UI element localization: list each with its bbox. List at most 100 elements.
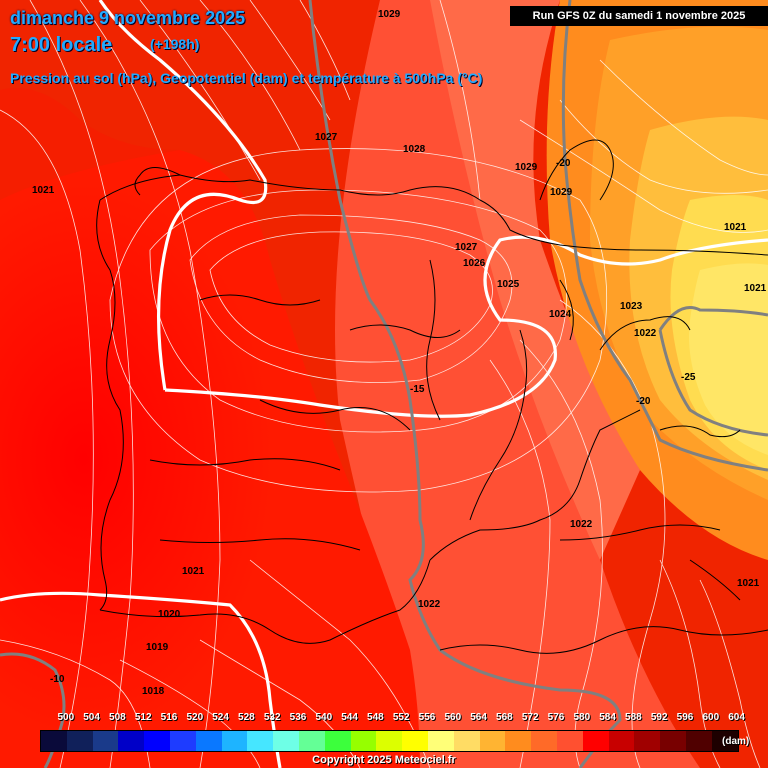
pressure-label: 1021 [182, 566, 205, 577]
legend-swatch [402, 731, 428, 751]
pressure-label: 1026 [463, 258, 486, 269]
legend-swatch [453, 731, 480, 751]
legend-swatch [479, 731, 506, 751]
pressure-label: 1029 [515, 162, 538, 173]
legend-tick-label: 540 [315, 712, 333, 723]
legend-tick-label: 528 [238, 712, 255, 723]
legend-tick-label: 508 [109, 712, 126, 723]
pressure-label: 1021 [737, 578, 760, 589]
map-time: 7:00 locale [10, 34, 113, 56]
copyright: Copyright 2025 Meteociel.fr [312, 754, 456, 766]
geopotential-band-576 [335, 0, 700, 768]
legend-unit: (dam) [722, 736, 750, 747]
legend-tick-label: 552 [392, 712, 410, 723]
legend-tick-label: 596 [676, 712, 694, 723]
legend-swatch [376, 731, 403, 751]
legend-tick-label: 572 [521, 712, 539, 723]
legend-swatch [556, 731, 583, 751]
legend-swatch [298, 731, 325, 751]
geopotential-band-584 [0, 150, 420, 768]
legend-swatch [685, 731, 712, 751]
legend-tick-label: 560 [444, 712, 462, 723]
pressure-label: 1019 [146, 642, 169, 653]
legend-tick-label: 580 [573, 712, 591, 723]
legend-tick-label: 556 [418, 712, 436, 723]
pressure-label: 1018 [142, 686, 165, 697]
temperature-label: -15 [410, 384, 425, 395]
color-legend: 500 504 508 512 516 520 524 528 532 536 540 544 548 5… [0, 712, 768, 768]
forecast-lead: (+198h) [150, 36, 200, 52]
legend-tick-label: 604 [728, 712, 745, 723]
legend-swatch [350, 731, 377, 751]
pressure-labels: 1029 1027 1028 1029 1029 1021 1021 1021 … [32, 9, 767, 697]
legend-tick-label: 548 [367, 712, 384, 723]
legend-tick-label: 584 [599, 712, 616, 723]
legend-swatch [427, 731, 454, 751]
legend-tick-label: 592 [650, 712, 668, 723]
legend-tick-label: 504 [83, 712, 100, 723]
legend-tick-label: 524 [212, 712, 229, 723]
legend-tick-label: 520 [186, 712, 204, 723]
legend-swatch [711, 731, 738, 751]
pressure-label: 1022 [418, 599, 441, 610]
legend-tick-label: 568 [496, 712, 513, 723]
legend-tick-label: 600 [702, 712, 720, 723]
pressure-label: 1029 [550, 187, 573, 198]
pressure-label: 1027 [455, 242, 478, 253]
legend-swatch [118, 731, 145, 751]
pressure-label: 1027 [315, 132, 338, 143]
coastlines [96, 139, 768, 654]
pressure-label: 1020 [158, 609, 181, 620]
legend-swatch [169, 731, 196, 751]
legend-swatch [273, 731, 299, 751]
legend-swatch [41, 731, 67, 751]
legend-tick-label: 500 [57, 712, 75, 723]
legend-tick-label: 544 [341, 712, 358, 723]
pressure-label: 1024 [549, 309, 572, 320]
legend-swatch [634, 731, 661, 751]
temperature-label: -20 [636, 396, 651, 407]
legend-swatch [247, 731, 274, 751]
legend-swatch [660, 731, 686, 751]
legend-swatch [221, 731, 248, 751]
legend-tick-label: 516 [160, 712, 178, 723]
legend-tick-label: 512 [134, 712, 152, 723]
legend-tick-label: 576 [547, 712, 565, 723]
legend-swatch [92, 731, 119, 751]
pressure-label: 1023 [620, 301, 643, 312]
legend-swatch [66, 731, 93, 751]
legend-swatch [144, 731, 170, 751]
map-subtitle: Pression au sol (hPa), Geopotentiel (dam… [10, 70, 483, 86]
legend-tick-label: 536 [289, 712, 307, 723]
pressure-label: 1025 [497, 279, 520, 290]
pressure-label: 1029 [378, 9, 401, 20]
temperature-label: -20 [556, 158, 571, 169]
legend-swatch [195, 731, 222, 751]
pressure-label: 1021 [724, 222, 747, 233]
pressure-label: 1021 [744, 283, 767, 294]
temperature-label: -10 [50, 674, 65, 685]
temperature-labels: -20 -15 -25 -20 -10 [50, 158, 696, 685]
legend-swatch [324, 731, 351, 751]
legend-swatch [608, 731, 635, 751]
run-info: Run GFS 0Z du samedi 1 novembre 2025 [510, 6, 768, 26]
legend-tick-label: 532 [263, 712, 281, 723]
legend-swatch [505, 731, 532, 751]
pressure-label: 1021 [32, 185, 55, 196]
legend-swatch [531, 731, 557, 751]
map-date: dimanche 9 novembre 2025 [10, 8, 246, 28]
legend-tick-label: 564 [470, 712, 487, 723]
legend-tick-label: 588 [625, 712, 642, 723]
legend-bar [40, 730, 739, 752]
pressure-label: 1022 [634, 328, 657, 339]
title-block: dimanche 9 novembre 2025 [10, 8, 245, 29]
geopotential-band-572 [430, 0, 640, 560]
geopotential-band-580 [0, 88, 180, 200]
temperature-label: -25 [681, 372, 696, 383]
pressure-label: 1022 [570, 519, 593, 530]
legend-swatch [582, 731, 609, 751]
